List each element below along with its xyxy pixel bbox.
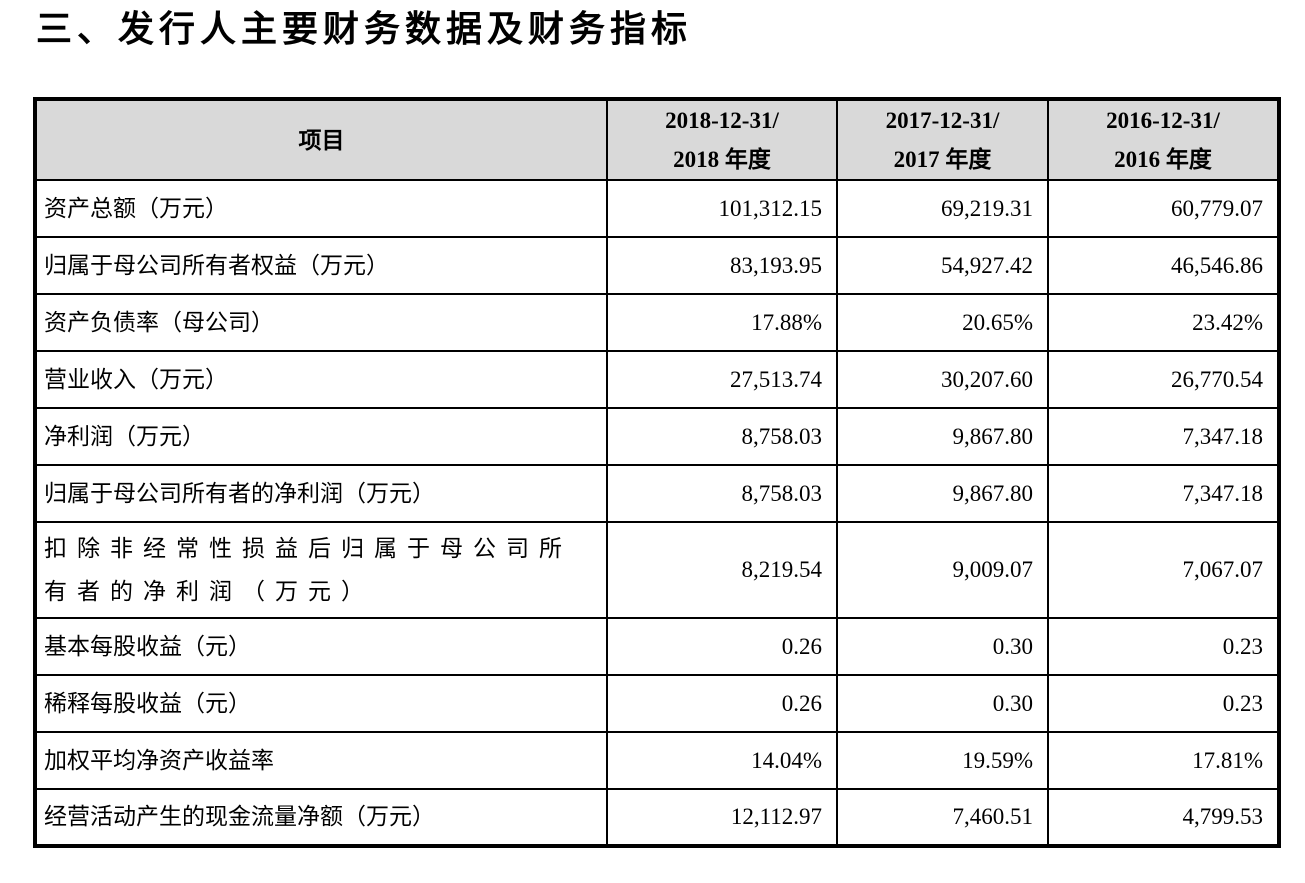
header-period-2018-year: 2018 年度 bbox=[673, 147, 771, 172]
header-period-2017-year: 2017 年度 bbox=[893, 147, 992, 172]
row-label: 稀释每股收益（元） bbox=[34, 674, 608, 733]
table-row-basic-eps: 基本每股收益（元） 0.26 0.30 0.23 bbox=[34, 617, 1280, 676]
header-period-2017: 2017-12-31/ 2017 年度 bbox=[836, 98, 1049, 181]
row-label: 资产负债率（母公司） bbox=[34, 293, 608, 352]
header-item-column: 项目 bbox=[34, 98, 608, 181]
value-2016: 7,347.18 bbox=[1047, 464, 1280, 523]
header-period-2016: 2016-12-31/ 2016 年度 bbox=[1047, 98, 1280, 181]
table-row-operating-revenue: 营业收入（万元） 27,513.74 30,207.60 26,770.54 bbox=[34, 350, 1280, 409]
table-header-row: 项目 2018-12-31/ 2018 年度 2017-12-31/ 2017 … bbox=[34, 98, 1280, 181]
table-row-operating-cash-flow: 经营活动产生的现金流量净额（万元） 12,112.97 7,460.51 4,7… bbox=[34, 788, 1280, 847]
row-label: 营业收入（万元） bbox=[34, 350, 608, 409]
table-row-weighted-avg-roe: 加权平均净资产收益率 14.04% 19.59% 17.81% bbox=[34, 731, 1280, 790]
value-2017: 0.30 bbox=[836, 617, 1049, 676]
table-row-parent-equity: 归属于母公司所有者权益（万元） 83,193.95 54,927.42 46,5… bbox=[34, 236, 1280, 295]
header-period-2018: 2018-12-31/ 2018 年度 bbox=[606, 98, 838, 181]
value-2018: 17.88% bbox=[606, 293, 838, 352]
value-2018: 101,312.15 bbox=[606, 179, 838, 238]
value-2016: 60,779.07 bbox=[1047, 179, 1280, 238]
value-2016: 4,799.53 bbox=[1047, 788, 1280, 847]
header-period-2016-year: 2016 年度 bbox=[1114, 147, 1212, 172]
value-2016: 17.81% bbox=[1047, 731, 1280, 790]
table-row-total-assets: 资产总额（万元） 101,312.15 69,219.31 60,779.07 bbox=[34, 179, 1280, 238]
value-2018: 12,112.97 bbox=[606, 788, 838, 847]
value-2017: 0.30 bbox=[836, 674, 1049, 733]
value-2016: 0.23 bbox=[1047, 674, 1280, 733]
value-2018: 27,513.74 bbox=[606, 350, 838, 409]
value-2017: 9,867.80 bbox=[836, 464, 1049, 523]
row-label: 归属于母公司所有者的净利润（万元） bbox=[34, 464, 608, 523]
table-row-parent-net-profit: 归属于母公司所有者的净利润（万元） 8,758.03 9,867.80 7,34… bbox=[34, 464, 1280, 523]
table-row-diluted-eps: 稀释每股收益（元） 0.26 0.30 0.23 bbox=[34, 674, 1280, 733]
row-label: 基本每股收益（元） bbox=[34, 617, 608, 676]
table-row-deducted-net-profit: 扣除非经常性损益后归属于母公司所有者的净利润（万元） 8,219.54 9,00… bbox=[34, 521, 1280, 619]
value-2018: 83,193.95 bbox=[606, 236, 838, 295]
value-2016: 46,546.86 bbox=[1047, 236, 1280, 295]
row-label: 归属于母公司所有者权益（万元） bbox=[34, 236, 608, 295]
value-2017: 20.65% bbox=[836, 293, 1049, 352]
header-period-2017-date: 2017-12-31/ bbox=[885, 108, 1000, 133]
header-period-2016-date: 2016-12-31/ bbox=[1106, 108, 1220, 133]
value-2016: 26,770.54 bbox=[1047, 350, 1280, 409]
value-2016: 7,347.18 bbox=[1047, 407, 1280, 466]
value-2016: 0.23 bbox=[1047, 617, 1280, 676]
row-label: 扣除非经常性损益后归属于母公司所有者的净利润（万元） bbox=[34, 521, 608, 619]
value-2017: 7,460.51 bbox=[836, 788, 1049, 847]
table-row-net-profit: 净利润（万元） 8,758.03 9,867.80 7,347.18 bbox=[34, 407, 1280, 466]
value-2017: 54,927.42 bbox=[836, 236, 1049, 295]
value-2018: 8,219.54 bbox=[606, 521, 838, 619]
value-2016: 7,067.07 bbox=[1047, 521, 1280, 619]
row-label: 加权平均净资产收益率 bbox=[34, 731, 608, 790]
row-label: 经营活动产生的现金流量净额（万元） bbox=[34, 788, 608, 847]
value-2017: 30,207.60 bbox=[836, 350, 1049, 409]
value-2018: 8,758.03 bbox=[606, 464, 838, 523]
value-2017: 69,219.31 bbox=[836, 179, 1049, 238]
value-2018: 0.26 bbox=[606, 617, 838, 676]
table-row-debt-ratio: 资产负债率（母公司） 17.88% 20.65% 23.42% bbox=[34, 293, 1280, 352]
row-label: 资产总额（万元） bbox=[34, 179, 608, 238]
value-2016: 23.42% bbox=[1047, 293, 1280, 352]
value-2018: 8,758.03 bbox=[606, 407, 838, 466]
value-2018: 14.04% bbox=[606, 731, 838, 790]
row-label: 净利润（万元） bbox=[34, 407, 608, 466]
value-2017: 9,009.07 bbox=[836, 521, 1049, 619]
value-2017: 19.59% bbox=[836, 731, 1049, 790]
header-period-2018-date: 2018-12-31/ bbox=[665, 108, 779, 133]
financial-data-table: 项目 2018-12-31/ 2018 年度 2017-12-31/ 2017 … bbox=[33, 97, 1281, 848]
value-2017: 9,867.80 bbox=[836, 407, 1049, 466]
value-2018: 0.26 bbox=[606, 674, 838, 733]
section-title: 三、发行人主要财务数据及财务指标 bbox=[36, 9, 693, 50]
